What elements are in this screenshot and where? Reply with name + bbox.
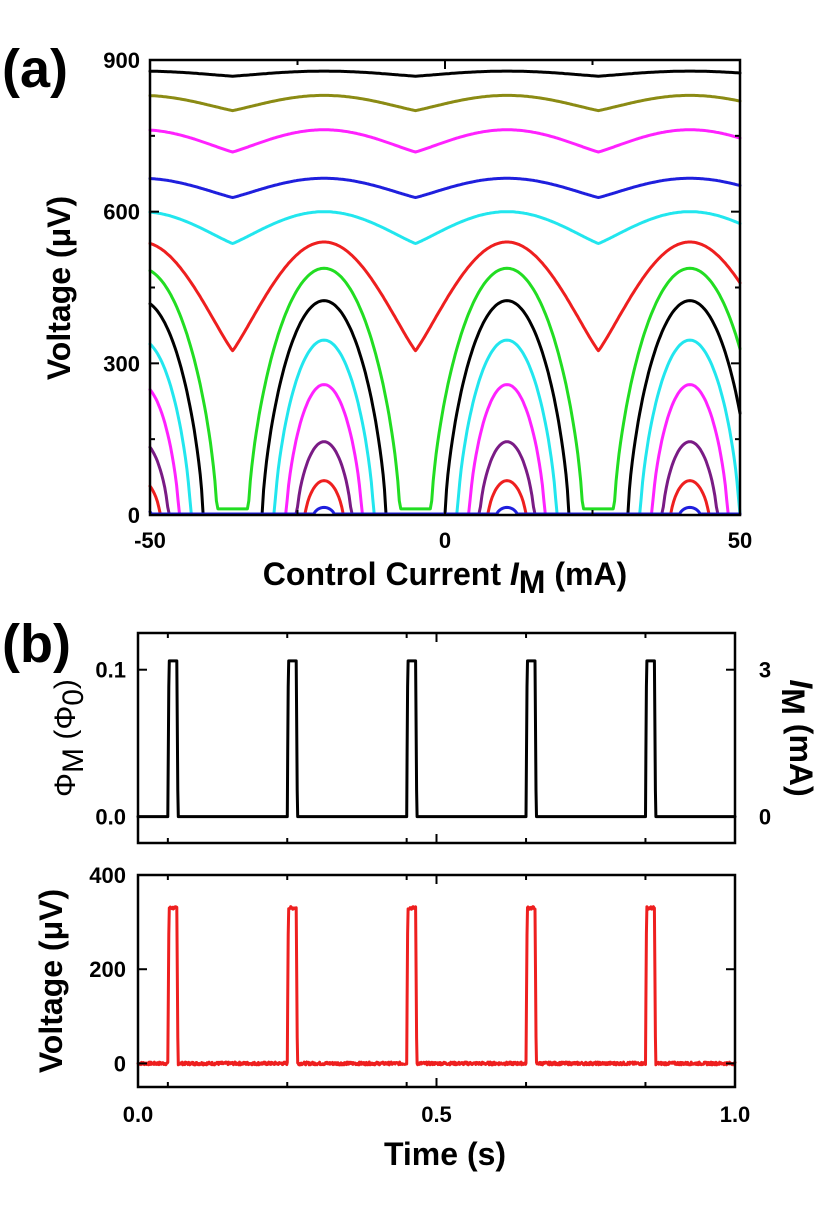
panel-b-bottom-ytick-label: 400	[89, 863, 126, 888]
panel-b-top-ylabel-right-sub: M	[775, 688, 811, 715]
panel-b-bottom-curves	[136, 905, 737, 1067]
panel-b-bottom: 0 200 400 0.0 0.5 1.0 Voltage (μV) Time (s)	[33, 863, 750, 1172]
panel-b-label: (b)	[2, 614, 71, 674]
panel-b-top-ylabel-sub: M	[57, 748, 90, 773]
panel-b-bottom-xlabel: Time (s)	[384, 1136, 506, 1172]
panel-b-bottom-ytick-label: 0	[114, 1051, 126, 1076]
panel-b-top-ylabel-sym: Φ	[49, 773, 82, 797]
panel-b-top-ylabel-right-group: IM (mA)	[775, 679, 819, 796]
panel-a-ytick-label: 300	[103, 351, 140, 376]
panel-b-top-flux-line	[136, 659, 737, 819]
panel-a-label: (a)	[2, 39, 68, 99]
panel-b-top: (b) 0.0 00.1 3 ΦM (Φ0) IM (mA)	[2, 614, 819, 845]
panel-b-top-ylabel-end: )	[49, 679, 82, 689]
panel-a-ytick-label: 900	[103, 48, 140, 73]
panel-a-xtick-label: -50	[134, 528, 166, 553]
panel-a-xlabel-prefix: Control Current	[263, 556, 510, 592]
panel-b-bottom-ylabel: Voltage (μV)	[33, 889, 69, 1073]
panel-b-top-ylabel: ΦM (Φ0)	[49, 679, 90, 797]
panel-b-bottom-ylabel-unit: (μV)	[33, 889, 69, 951]
panel-a-ytick-label: 600	[103, 200, 140, 225]
panel-a-ytick-label: 0	[128, 503, 140, 528]
panel-b-top-ylabel-right-var: I	[783, 679, 819, 689]
panel-b-top-ytick-label: 0.0	[95, 805, 126, 830]
panel-a-curve-8	[148, 299, 742, 516]
panel-a-xtick-label: 0	[439, 528, 451, 553]
panel-b-top-ytick-label: 0.1	[95, 658, 126, 683]
panel-b-top-ticks: 0.0 0 0.1 3	[95, 633, 771, 843]
panel-b-bottom-ylabel-group: Voltage (μV)	[33, 889, 69, 1073]
panel-b-top-ylabel-mid: (Φ	[49, 706, 82, 748]
panel-a-curve-2	[148, 93, 742, 113]
panel-b-bottom-ytick-label: 200	[89, 957, 126, 982]
panel-b-top-ylabel-group: ΦM (Φ0)	[49, 679, 90, 797]
panel-a-ylabel-group: Voltage (μV)	[41, 196, 77, 380]
panel-b-bottom-ylabel-text: Voltage	[33, 951, 69, 1073]
panel-b-top-ytick-label-right: 0	[759, 805, 771, 830]
panel-a-frame	[148, 58, 742, 517]
panel-a-xtick-label: 50	[728, 528, 752, 553]
panel-b-bottom-xtick-label: 0.0	[123, 1102, 154, 1127]
panel-a-xlabel-sub: M	[519, 564, 546, 600]
panel-b-bottom-voltage-line	[136, 905, 737, 1067]
panel-a-xlabel-var: I	[510, 556, 520, 592]
panel-a-curve-5	[148, 210, 742, 245]
panel-b-bottom-xtick-label: 0.5	[421, 1102, 452, 1127]
panel-a-ylabel: Voltage (μV)	[41, 196, 77, 380]
panel-a-curve-6	[148, 240, 742, 353]
panel-a-curve-7	[148, 266, 742, 511]
panel-b-bottom-xtick-label: 1.0	[720, 1102, 751, 1127]
panel-b-top-ylabel-sub2: 0	[57, 689, 90, 706]
panel-a-curve-1	[148, 69, 742, 78]
panel-a-curves	[148, 69, 742, 516]
panel-a-xlabel: Control Current IM (mA)	[263, 556, 627, 600]
panel-a-curve-3	[148, 128, 742, 154]
panel-b-top-curves	[136, 659, 737, 819]
panel-a-ylabel-text: Voltage	[41, 258, 77, 380]
panel-b-top-ylabel-right: IM (mA)	[775, 679, 819, 796]
panel-a-ylabel-unit: (μV)	[41, 196, 77, 258]
panel-b-bottom-ticks: 0 200 400 0.0 0.5 1.0	[89, 863, 750, 1127]
panel-b-top-ylabel-right-unit: (mA)	[783, 715, 819, 797]
panel-a-curve-4	[148, 176, 742, 199]
panel-a-xlabel-unit: (mA)	[545, 556, 627, 592]
panel-b-top-ytick-label-right: 3	[759, 658, 771, 683]
